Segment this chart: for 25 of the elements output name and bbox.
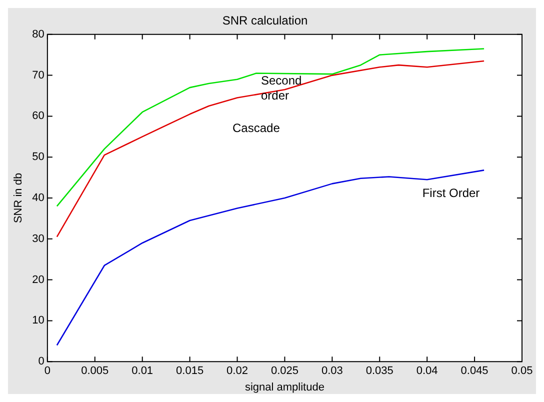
x-axis-title: signal amplitude — [244, 381, 324, 394]
y-tick-label: 10 — [32, 314, 44, 327]
y-tick-label: 50 — [32, 151, 44, 164]
series-label: Cascade — [232, 120, 280, 135]
y-tick-label: 30 — [32, 232, 44, 245]
x-tick-label: 0.005 — [81, 365, 109, 378]
y-tick-label: 40 — [32, 192, 44, 204]
series-label: First Order — [422, 186, 480, 200]
y-tick-label: 0 — [38, 356, 44, 368]
y-tick-label: 70 — [32, 69, 44, 82]
x-tick-label: 0.045 — [460, 365, 488, 378]
x-tick-label: 0.02 — [226, 365, 248, 378]
chart-title: SNR calculation — [222, 14, 308, 28]
x-tick-label: 0.04 — [416, 365, 438, 378]
x-tick-label: 0.035 — [366, 365, 394, 378]
x-tick-label: 0.025 — [270, 365, 298, 378]
x-tick-label: 0.01 — [132, 365, 154, 378]
y-axis-title: SNR in db — [12, 172, 25, 224]
x-tick-label: 0.015 — [176, 365, 204, 378]
y-tick-label: 20 — [32, 274, 44, 286]
series-label: Second order — [260, 74, 302, 103]
x-tick-label: 0.03 — [321, 365, 343, 378]
y-tick-label: 60 — [32, 110, 44, 122]
x-tick-label: 0.05 — [511, 365, 533, 378]
y-tick-label: 80 — [32, 28, 44, 40]
